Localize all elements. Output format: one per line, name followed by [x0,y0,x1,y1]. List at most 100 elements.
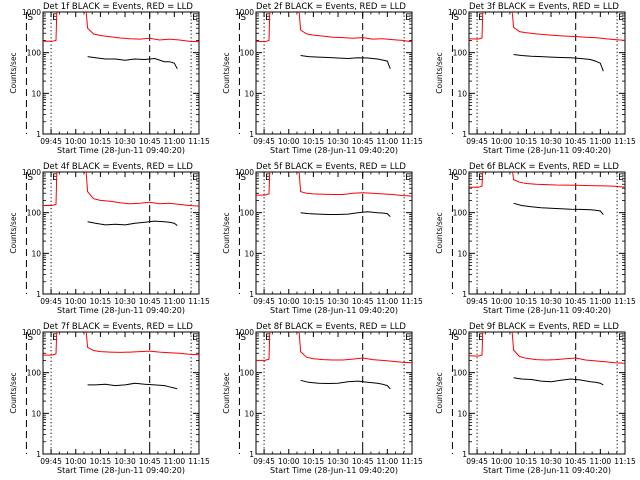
series-black [87,220,178,226]
x-tick-label: 10:15 [90,457,112,466]
marker-label: S [27,13,33,23]
marker-label: E [618,173,624,183]
panel-title: Det 1f BLACK = Events, RED = LLD [43,2,193,12]
x-tick-label: 10:15 [303,297,325,306]
panel-6: Det 6f BLACK = Events, RED = LLD 1 10 100 10… [435,162,636,315]
x-tick-label: 11:00 [164,297,186,306]
x-tick-label: 11:15 [614,457,636,466]
x-tick-label: 10:00 [278,137,300,146]
x-tick-label: 10:45 [139,137,161,146]
x-tick-label: 10:00 [278,297,300,306]
x-tick-label: 10:15 [303,457,325,466]
panel-9: Det 9f BLACK = Events, RED = LLD 1 10 100 10… [435,322,636,475]
x-tick-label: 10:00 [278,457,300,466]
panel-title: Det 2f BLACK = Events, RED = LLD [256,2,406,12]
series-red [469,12,625,41]
x-tick-label: 11:00 [377,297,399,306]
y-tick-label: 100 [240,209,255,218]
y-tick-label: 1 [36,290,41,299]
y-tick-label: 1000 [448,328,467,337]
x-tick-label: 11:15 [614,137,636,146]
marker-label: E [265,173,271,183]
y-tick-label: 10 [244,89,254,98]
marker-label: S [27,173,33,183]
x-tick-label: 11:00 [590,457,612,466]
marker-label: E [265,333,271,343]
x-tick-label: 10:30 [540,137,562,146]
series-black [300,55,391,69]
x-tick-label: 10:30 [114,297,136,306]
x-tick-label: 10:45 [352,457,374,466]
marker-label: S [240,173,246,183]
plot-frame [255,11,413,135]
panel-5: Det 5f BLACK = Events, RED = LLD 1 10 100 10… [222,162,423,315]
y-tick-label: 1 [462,290,467,299]
x-tick-label: 10:30 [327,137,349,146]
marker-label: S [453,173,459,183]
panel-title: Det 8f BLACK = Events, RED = LLD [256,322,406,332]
x-axis-label: Start Time (28-Jun-11 09:40:20) [57,306,185,315]
y-tick-label: 10 [31,409,41,418]
plot-frame [468,171,626,295]
y-tick-label: 10 [31,89,41,98]
series-red [256,12,412,43]
x-axis-label: Start Time (28-Jun-11 09:40:20) [57,466,185,475]
y-tick-label: 1 [249,290,254,299]
marker-label: E [478,173,484,183]
x-tick-label: 10:30 [327,457,349,466]
x-axis-label: Start Time (28-Jun-11 09:40:20) [483,146,611,155]
series-red [469,332,625,364]
y-axis-label: Counts/sec [435,372,444,413]
series-red [43,332,199,356]
plot-frame [42,11,200,135]
x-tick-label: 11:15 [188,297,210,306]
panel-4: Det 4f BLACK = Events, RED = LLD 1 10 100 10… [9,162,210,315]
x-tick-label: 10:30 [114,457,136,466]
x-tick-label: 10:15 [516,137,538,146]
x-tick-label: 10:45 [139,297,161,306]
series-red [43,12,199,43]
y-tick-label: 100 [240,369,255,378]
y-axis-label: Counts/sec [435,52,444,93]
panel-3: Det 3f BLACK = Events, RED = LLD 1 10 100 10… [435,2,636,155]
marker-label: S [240,13,246,23]
series-red [256,332,412,364]
marker-label: E [52,13,58,23]
y-tick-label: 100 [27,209,42,218]
y-tick-label: 10 [31,249,41,258]
x-tick-label: 09:45 [40,137,62,146]
marker-label: E [192,13,198,23]
x-axis-label: Start Time (28-Jun-11 09:40:20) [270,146,398,155]
marker-label: E [405,13,411,23]
x-tick-label: 10:30 [540,297,562,306]
x-tick-label: 09:45 [466,137,488,146]
series-black [513,377,604,386]
panel-title: Det 6f BLACK = Events, RED = LLD [469,162,619,172]
plot-frame [255,331,413,455]
panel-title: Det 7f BLACK = Events, RED = LLD [43,322,193,332]
x-tick-label: 10:45 [352,137,374,146]
x-tick-label: 11:15 [401,137,423,146]
marker-label: E [478,13,484,23]
x-axis-label: Start Time (28-Jun-11 09:40:20) [483,466,611,475]
y-tick-label: 10 [244,249,254,258]
x-tick-label: 10:00 [491,137,513,146]
x-tick-label: 11:15 [401,457,423,466]
x-tick-label: 11:00 [377,457,399,466]
y-tick-label: 100 [453,209,468,218]
series-red [469,172,625,188]
series-red [43,172,199,207]
marker-label: E [618,333,624,343]
x-tick-label: 10:30 [114,137,136,146]
y-tick-label: 100 [27,369,42,378]
panel-title: Det 9f BLACK = Events, RED = LLD [469,322,619,332]
panel-7: Det 7f BLACK = Events, RED = LLD 1 10 100 10… [9,322,210,475]
x-axis-label: Start Time (28-Jun-11 09:40:20) [57,146,185,155]
marker-label: E [618,13,624,23]
x-tick-label: 10:15 [303,137,325,146]
series-black [87,382,178,390]
y-tick-label: 100 [27,49,42,58]
y-tick-label: 1000 [22,168,41,177]
x-tick-label: 11:00 [377,137,399,146]
